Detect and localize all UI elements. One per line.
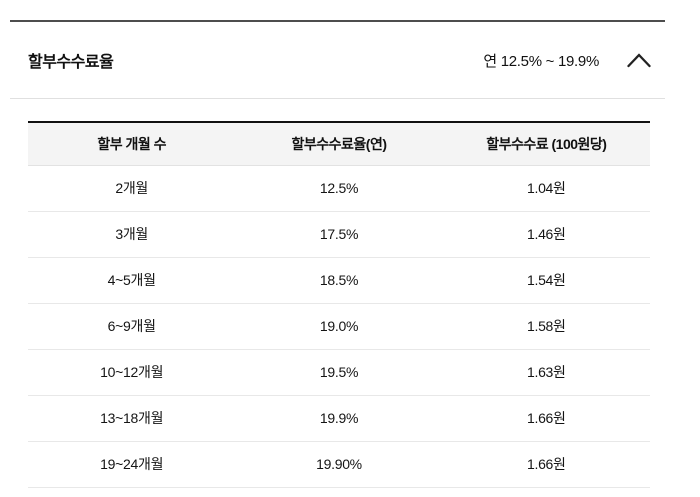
rate-cell: 19.9% [235,395,443,442]
table-row: 6~9개월 19.0% 1.58원 [28,303,650,350]
months-cell: 6~9개월 [28,303,236,350]
months-cell: 10~12개월 [28,349,236,396]
fee-per-100-cell: 1.66원 [442,441,650,488]
months-cell: 4~5개월 [28,257,236,304]
rate-cell: 12.5% [235,165,443,212]
fee-table-container: 할부 개월 수 할부수수료율(연) 할부수수료 (100원당) 2개월 12.5%… [28,121,650,488]
section-title: 할부수수료율 [28,54,114,71]
rate-cell: 17.5% [235,211,443,258]
fee-per-100-cell: 1.63원 [442,349,650,396]
rate-cell: 19.5% [235,349,443,396]
accordion-header[interactable]: 할부수수료율 연 12.5% ~ 19.9% [10,22,665,98]
months-cell: 3개월 [28,211,236,258]
fee-per-100-cell: 1.66원 [442,395,650,442]
table-row: 10~12개월 19.5% 1.63원 [28,349,650,396]
rate-cell: 18.5% [235,257,443,304]
header-row: 할부 개월 수 할부수수료율(연) 할부수수료 (100원당) [28,121,650,166]
fee-table-body: 2개월 12.5% 1.04원 3개월 17.5% 1.46원 4~5개월 18.5% 1.54… [28,165,650,488]
fee-per-100-cell: 1.04원 [442,165,650,212]
rate-cell: 19.0% [235,303,443,350]
fee-per-100-cell: 1.58원 [442,303,650,350]
fee-table-head: 할부 개월 수 할부수수료율(연) 할부수수료 (100원당) [28,121,650,166]
fee-per-100-cell: 1.46원 [442,211,650,258]
rate-cell: 19.90% [235,441,443,488]
fee-per-100-column-header: 할부수수료 (100원당) [442,121,650,166]
collapse-button[interactable] [625,50,653,70]
installment-fee-panel: 할부수수료율 연 12.5% ~ 19.9% 할부 개월 수 할부수수료율(연)… [10,20,665,488]
header-divider [10,98,665,99]
months-cell: 2개월 [28,165,236,212]
rate-range-summary: 연 12.5% ~ 19.9% [483,52,599,70]
months-column-header: 할부 개월 수 [28,121,236,166]
months-cell: 13~18개월 [28,395,236,442]
table-row: 2개월 12.5% 1.04원 [28,165,650,212]
table-row: 4~5개월 18.5% 1.54원 [28,257,650,304]
table-row: 13~18개월 19.9% 1.66원 [28,395,650,442]
table-row: 3개월 17.5% 1.46원 [28,211,650,258]
rate-column-header: 할부수수료율(연) [235,121,443,166]
chevron-up-icon [626,51,652,69]
months-cell: 19~24개월 [28,441,236,488]
table-row: 19~24개월 19.90% 1.66원 [28,441,650,488]
installment-fee-table: 할부 개월 수 할부수수료율(연) 할부수수료 (100원당) 2개월 12.5%… [28,121,650,488]
accordion-summary-group: 연 12.5% ~ 19.9% [483,50,653,71]
fee-per-100-cell: 1.54원 [442,257,650,304]
